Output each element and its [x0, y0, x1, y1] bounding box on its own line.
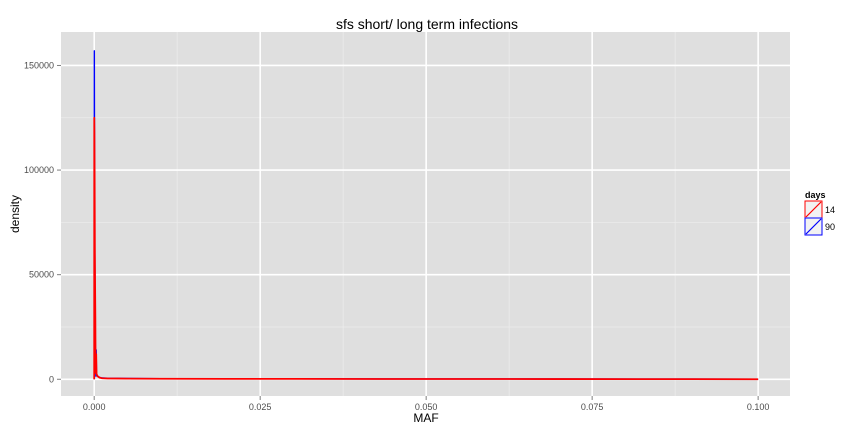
x-tick-label: 0.025	[249, 402, 272, 412]
series-line-14	[93, 116, 759, 381]
x-tick-label: 0.075	[581, 402, 604, 412]
x-axis-title: MAF	[413, 411, 438, 425]
legend-label-14: 14	[825, 205, 835, 215]
chart-title: sfs short/ long term infections	[336, 16, 518, 32]
y-tick-label: 50000	[29, 270, 54, 280]
y-tick-label: 0	[49, 374, 54, 384]
series-layer	[93, 50, 759, 381]
legend-label-90: 90	[825, 222, 835, 232]
y-tick-label: 150000	[24, 60, 54, 70]
y-axis: 0 50000 100000 150000	[24, 60, 61, 384]
y-tick-label: 100000	[24, 165, 54, 175]
y-axis-title: density	[8, 195, 22, 233]
legend-title: days	[805, 190, 826, 200]
legend: days 14 90	[804, 190, 835, 236]
x-tick-label: 0.100	[747, 402, 770, 412]
x-tick-label: 0.050	[415, 402, 438, 412]
x-tick-label: 0.000	[83, 402, 106, 412]
legend-key-line-90	[805, 218, 822, 235]
legend-key-line-14	[805, 201, 822, 218]
x-axis: 0.000 0.025 0.050 0.075 0.100	[83, 396, 769, 412]
